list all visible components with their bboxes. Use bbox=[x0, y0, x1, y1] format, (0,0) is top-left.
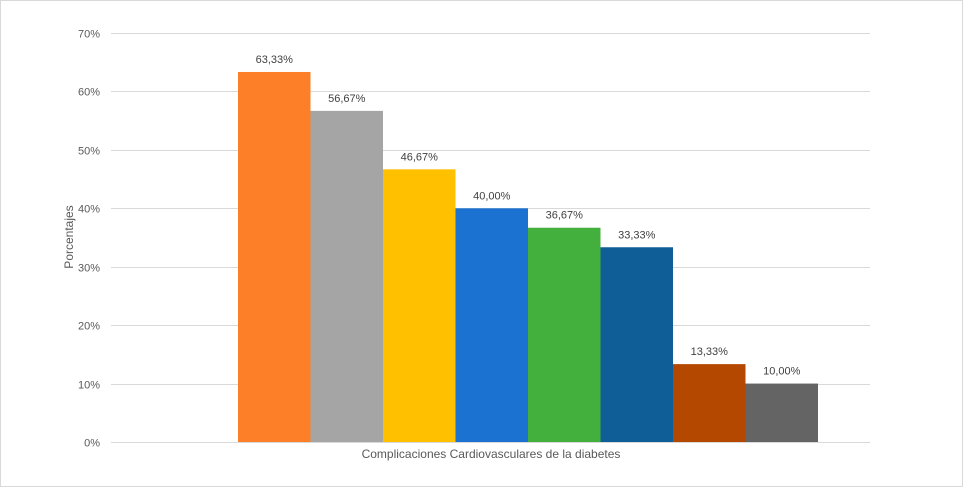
y-tick-label: 60% bbox=[78, 87, 100, 99]
data-label: 40,00% bbox=[473, 190, 511, 202]
x-axis-title: Complicaciones Cardiovasculares de la di… bbox=[362, 447, 621, 461]
data-label: 10,00% bbox=[763, 366, 801, 378]
bar bbox=[383, 169, 456, 443]
data-label: 46,67% bbox=[401, 151, 439, 163]
y-tick-label: 40% bbox=[78, 204, 100, 216]
bar bbox=[673, 364, 746, 442]
y-tick-label: 50% bbox=[78, 146, 100, 158]
y-tick-label: 0% bbox=[84, 438, 100, 450]
y-tick-label: 70% bbox=[78, 29, 100, 41]
y-axis-tick-labels: 0% 10% 20% 30% 40% 50% 60% 70% bbox=[78, 29, 100, 450]
y-axis-title: Porcentajes bbox=[62, 205, 76, 268]
data-label: 56,67% bbox=[328, 93, 366, 105]
data-labels: 63,33% 56,67% 46,67% 40,00% 36,67% 33,33% 13,3… bbox=[256, 54, 801, 378]
data-label: 13,33% bbox=[691, 346, 729, 358]
bar bbox=[455, 208, 528, 442]
y-tick-label: 20% bbox=[78, 321, 100, 333]
data-label: 36,67% bbox=[546, 210, 584, 222]
data-label: 33,33% bbox=[618, 229, 656, 241]
bar bbox=[528, 227, 601, 442]
data-label: 63,33% bbox=[256, 54, 294, 66]
bar bbox=[310, 110, 383, 442]
bars bbox=[238, 71, 818, 443]
bar bbox=[745, 383, 818, 442]
bar bbox=[238, 71, 311, 442]
bar bbox=[600, 247, 673, 442]
y-tick-label: 10% bbox=[78, 380, 100, 392]
y-tick-label: 30% bbox=[78, 263, 100, 275]
